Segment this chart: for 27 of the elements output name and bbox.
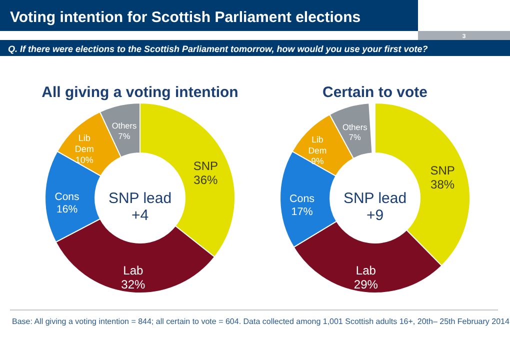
data-label: 29% [354, 277, 378, 292]
data-label: 36% [194, 173, 218, 188]
slice-label: Lib Dem [74, 132, 94, 154]
slice-label: Others [342, 122, 368, 132]
data-label: 32% [121, 278, 146, 292]
slice-label: Others [112, 122, 137, 131]
slice-label: Lib Dem [308, 134, 327, 156]
slice-label: Lab [123, 264, 144, 278]
data-label: 17% [291, 206, 314, 218]
chart-title: All giving a voting intention [42, 84, 238, 101]
slice-label: Cons [289, 193, 315, 206]
text: Voting intention for Scottish Parliament elections [10, 9, 361, 26]
text: SNP lead +9 [343, 190, 407, 224]
data-label: 7% [118, 132, 131, 141]
data-label: 10% [75, 154, 94, 165]
slice-label: SNP [193, 159, 218, 174]
text: SNP lead +4 [108, 190, 172, 224]
slice-label: Cons [54, 190, 80, 203]
data-label: 9% [311, 156, 324, 166]
text: Q. If there were elections to the Scottish Parliament tomorrow, how would you use your first vote? [8, 44, 428, 54]
chart-title: Certain to vote [322, 84, 428, 101]
data-label: 38% [430, 177, 455, 192]
slice-label: SNP [430, 163, 455, 178]
data-label: 7% [348, 133, 362, 142]
data-label: 16% [56, 203, 78, 216]
text: Base: All giving a voting intention = 844; all certain to vote = 604. Data collected among 1,001 Scottish adults 16+, 20th– 25th February 2014 [12, 317, 510, 326]
slice-label: Lab [356, 263, 376, 278]
